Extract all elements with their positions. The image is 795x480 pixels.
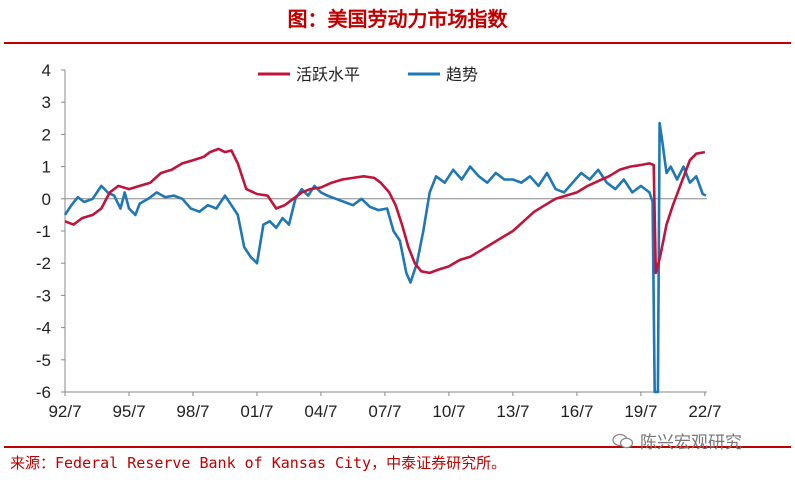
x-tick-label: 07/7	[368, 402, 401, 421]
x-tick-label: 13/7	[496, 402, 529, 421]
y-tick-label: -1	[36, 222, 51, 241]
y-tick-label: 0	[42, 190, 51, 209]
chart-axes: 4 3 2 1 0 -1 -2 -3 -4 -5 -692/7 95/7 98/7 01/7 04/7 07/…	[36, 61, 722, 421]
y-tick-label: -2	[36, 254, 51, 273]
legend-label-momentum: 趋势	[446, 65, 478, 84]
chart-title: 图：美国劳动力市场指数	[287, 7, 508, 31]
x-tick-label: 19/7	[624, 402, 657, 421]
y-tick-label: -3	[36, 286, 51, 305]
x-tick-label: 10/7	[432, 402, 465, 421]
x-tick-label: 92/7	[48, 402, 81, 421]
chart-legend: 活跃水平 趋势	[258, 65, 478, 84]
watermark-text: 陈兴宏观研究	[640, 433, 742, 453]
y-tick-label: 3	[42, 93, 51, 112]
line-chart: 4 3 2 1 0 -1 -2 -3 -4 -5 -692/7 95/7 98/7 01/7 04/7 07/…	[36, 61, 722, 421]
x-tick-label: 95/7	[112, 402, 145, 421]
y-tick-label: -6	[36, 383, 51, 402]
y-tick-label: -4	[36, 319, 51, 338]
series-line-activity-level	[64, 147, 706, 275]
x-tick-label: 16/7	[560, 402, 593, 421]
x-tick-label: 98/7	[176, 402, 209, 421]
wechat-icon	[612, 433, 634, 448]
series-layer	[63, 121, 707, 394]
legend-label-level: 活跃水平	[296, 65, 360, 84]
x-tick-label: 04/7	[304, 402, 337, 421]
footer-divider	[4, 446, 791, 448]
y-tick-label: 1	[42, 158, 51, 177]
watermark: 陈兴宏观研究	[612, 428, 742, 453]
source-note: 来源：Federal Reserve Bank of Kansas City，中…	[10, 454, 507, 472]
x-tick-label: 01/7	[240, 402, 273, 421]
series-line-momentum	[63, 121, 707, 394]
y-tick-label: 4	[42, 61, 51, 80]
title-divider	[4, 42, 791, 44]
y-tick-label: -5	[36, 351, 51, 370]
y-tick-label: 2	[42, 125, 51, 144]
x-tick-label: 22/7	[688, 402, 721, 421]
